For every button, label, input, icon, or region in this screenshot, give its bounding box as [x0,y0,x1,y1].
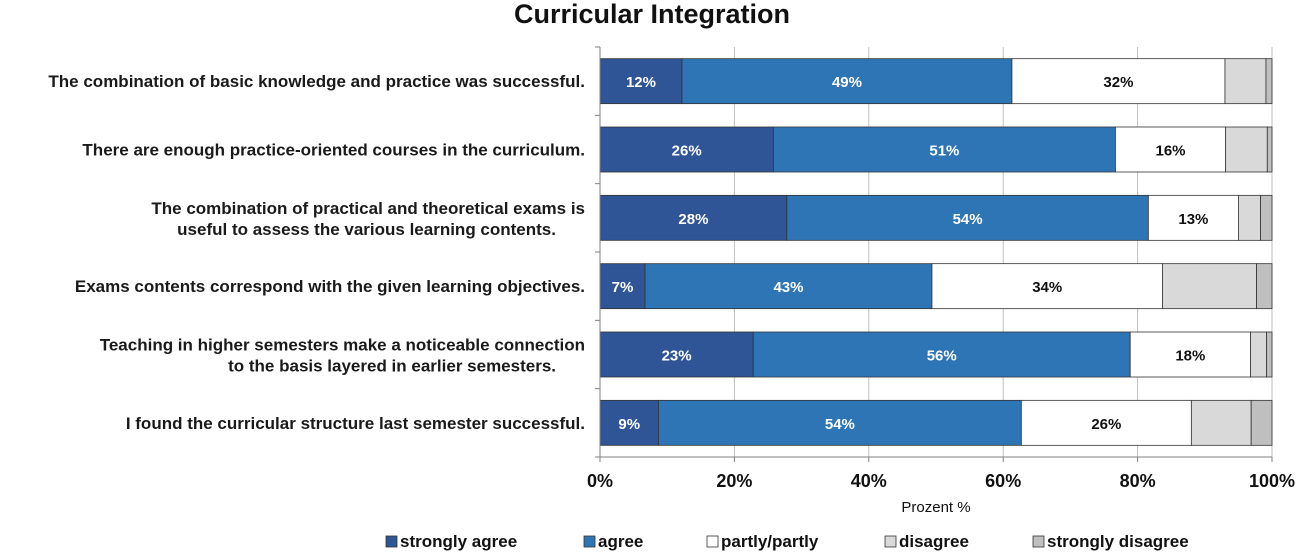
bars: 12% 49% 32% 26% 51% 16% 28% 54% 13% 7% 43% 34% 23% 56… [599,58,1273,446]
bar-strongly-agree-0 [599,58,683,105]
data-label-agree-0: 49% [832,74,862,91]
bar-strongly-agree-1 [599,126,774,173]
legend-label-disagree: disagree [899,532,969,551]
bar-strongly-disagree-1 [1266,126,1273,173]
bar-strongly-disagree-3 [1256,263,1273,310]
data-label-strongly-agree-4: 23% [662,348,692,365]
data-label-agree-5: 54% [825,416,855,433]
gridlines [599,47,1273,457]
bar-partly-2 [1147,194,1239,241]
legend-swatch-strongly-disagree [1032,535,1045,548]
bar-strongly-agree-4 [599,331,754,378]
legend-label-strongly-disagree: strongly disagree [1047,532,1189,551]
category-label-1: There are enough practice-oriented cours… [82,141,585,160]
bar-agree-3 [644,263,933,310]
bar-disagree-1 [1225,126,1268,173]
x-tick-label-4: 80% [1120,471,1156,491]
bar-partly-1 [1115,126,1227,173]
bar-disagree-4 [1250,331,1268,378]
x-tick-label-0: 0% [587,471,613,491]
bar-agree-1 [772,126,1116,173]
data-label-partly-4: 18% [1175,348,1205,365]
bar-disagree-0 [1224,58,1267,105]
category-label-2-line-1: The combination of practical and theoret… [151,199,585,218]
data-label-partly-1: 16% [1156,143,1186,160]
data-label-strongly-agree-2: 28% [678,211,708,228]
data-label-strongly-agree-5: 9% [618,416,640,433]
legend-swatch-disagree [884,535,897,548]
legend-label-partly: partly/partly [721,532,819,551]
data-label-partly-5: 26% [1091,416,1121,433]
legend-swatch-strongly-agree [385,535,398,548]
category-label-4-line-2: to the basis layered in earlier semester… [228,357,556,376]
data-label-partly-2: 13% [1178,211,1208,228]
legend: strongly agree agree partly/partly disagree… [385,532,1189,551]
bar-strongly-agree-3 [599,263,646,310]
data-label-agree-3: 43% [773,279,803,296]
data-label-strongly-agree-1: 26% [672,143,702,160]
bar-agree-2 [786,194,1149,241]
data-label-partly-3: 34% [1032,279,1062,296]
legend-label-agree: agree [598,532,643,551]
legend-swatch-partly [706,535,719,548]
x-axis: 0% 20% 40% 60% 80% 100% [587,46,1295,491]
legend-swatch-agree [583,535,596,548]
chart-title: Curricular Integration [514,0,790,29]
x-axis-title: Prozent % [901,499,970,516]
bar-disagree-2 [1238,194,1261,241]
x-tick-label-5: 100% [1249,471,1295,491]
category-label-4-line-1: Teaching in higher semesters make a noti… [100,336,585,355]
bar-disagree-3 [1162,263,1257,310]
data-label-strongly-agree-0: 12% [626,74,656,91]
bar-agree-4 [752,331,1131,378]
data-label-agree-2: 54% [953,211,983,228]
bar-partly-3 [931,263,1163,310]
x-tick-label-2: 40% [851,471,887,491]
bar-strongly-disagree-2 [1260,194,1273,241]
x-tick-label-3: 60% [985,471,1021,491]
bar-strongly-disagree-0 [1265,58,1273,105]
category-label-3: Exams contents correspond with the given… [75,277,585,296]
bar-agree-5 [658,399,1022,446]
legend-label-strongly-agree: strongly agree [400,532,517,551]
category-label-5: I found the curricular structure last se… [126,414,585,433]
data-label-strongly-agree-3: 7% [612,279,634,296]
bar-strongly-agree-2 [599,194,788,241]
category-label-0: The combination of basic knowledge and p… [48,72,585,91]
bar-partly-5 [1020,399,1192,446]
bar-disagree-5 [1190,399,1252,446]
data-label-agree-1: 51% [929,143,959,160]
data-label-agree-4: 56% [927,348,957,365]
category-label-2-line-2: useful to assess the various learning co… [177,220,556,239]
category-labels: The combination of basic knowledge and p… [48,72,585,433]
x-tick-label-1: 20% [716,471,752,491]
bar-strongly-disagree-4 [1266,331,1273,378]
bar-strongly-disagree-5 [1250,399,1273,446]
data-label-partly-0: 32% [1103,74,1133,91]
